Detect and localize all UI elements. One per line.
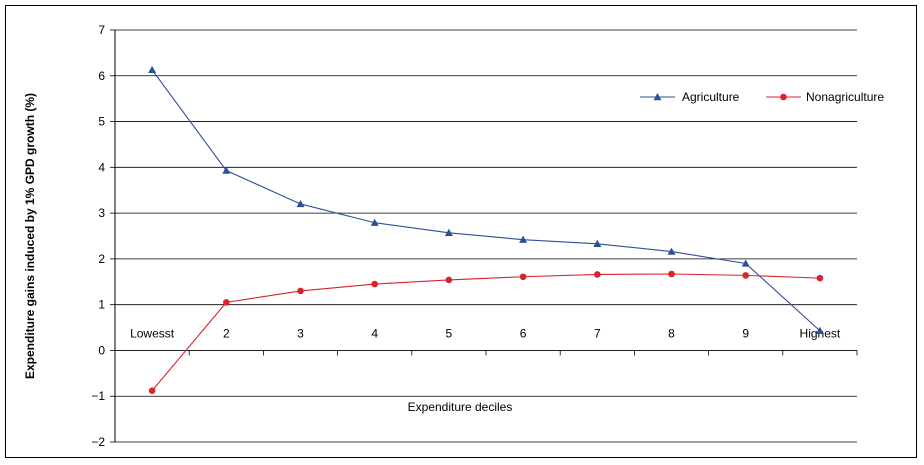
- data-point-nonagriculture: [594, 271, 601, 278]
- data-point-nonagriculture: [223, 299, 230, 306]
- x-tick-label: Lowesst: [130, 326, 175, 340]
- data-point-agriculture: [296, 199, 305, 208]
- series-nonagriculture: [148, 270, 824, 395]
- data-point-nonagriculture: [742, 272, 749, 279]
- data-point-nonagriculture: [668, 270, 675, 278]
- legend-marker: [653, 93, 662, 101]
- data-point-agriculture: [667, 247, 676, 255]
- data-point-agriculture: [815, 326, 824, 334]
- legend-marker: [780, 93, 787, 101]
- y-tick-label: 7: [98, 23, 105, 37]
- data-point-nonagriculture: [371, 280, 379, 288]
- x-tick-label: 4: [371, 326, 378, 340]
- y-tick-label: 1: [98, 298, 105, 312]
- y-tick-label: −1: [91, 389, 105, 403]
- x-tick-label: 2: [223, 326, 230, 340]
- y-tick-label: 4: [98, 160, 105, 174]
- y-tick-label: 5: [98, 115, 105, 129]
- data-point-agriculture: [222, 166, 231, 174]
- chart-frame: [5, 5, 917, 458]
- legend: Agriculture Nonagriculture: [640, 90, 884, 104]
- x-tick-label: 7: [594, 326, 601, 340]
- data-point-nonagriculture: [445, 276, 453, 284]
- legend-item-agriculture: Agriculture: [640, 90, 740, 104]
- gridlines: [115, 29, 857, 443]
- y-tick-labels: −2 −1 0 1 2 3 4 5 6 7: [91, 23, 105, 449]
- x-tick-label: 6: [520, 326, 527, 340]
- data-point-nonagriculture: [816, 274, 824, 282]
- x-axis-label: Expenditure deciles: [408, 400, 513, 414]
- x-tick-label: 5: [446, 326, 453, 340]
- data-point-agriculture: [593, 239, 602, 247]
- data-point-agriculture: [148, 65, 157, 74]
- data-point-nonagriculture: [297, 287, 304, 295]
- series-line-agriculture: [151, 69, 821, 332]
- data-point-nonagriculture: [148, 387, 156, 395]
- axes: [110, 29, 858, 443]
- data-point-agriculture: [370, 218, 379, 226]
- legend-item-nonagriculture: Nonagriculture: [766, 90, 884, 104]
- y-tick-label: 3: [98, 206, 105, 220]
- series-layer: [148, 65, 824, 395]
- y-axis-label: Expenditure gains induced by 1% GPD grow…: [23, 93, 37, 379]
- legend-label: Agriculture: [682, 90, 740, 104]
- data-point-nonagriculture: [519, 273, 527, 281]
- x-tick-label: 9: [742, 326, 749, 340]
- series-agriculture: [148, 65, 824, 334]
- x-tick-labels: Lowesst23456789Highest: [130, 326, 841, 340]
- x-tick-label: 8: [668, 326, 675, 340]
- data-point-agriculture: [519, 235, 528, 243]
- series-line-nonagriculture: [151, 273, 820, 392]
- x-tick-label: 3: [297, 326, 304, 340]
- y-tick-label: −2: [91, 435, 105, 449]
- y-tick-label: 2: [98, 252, 105, 266]
- y-tick-label: 6: [98, 69, 105, 83]
- legend-label: Nonagriculture: [806, 90, 884, 104]
- data-point-agriculture: [444, 228, 453, 236]
- y-tick-label: 0: [98, 343, 105, 357]
- data-point-agriculture: [741, 259, 750, 267]
